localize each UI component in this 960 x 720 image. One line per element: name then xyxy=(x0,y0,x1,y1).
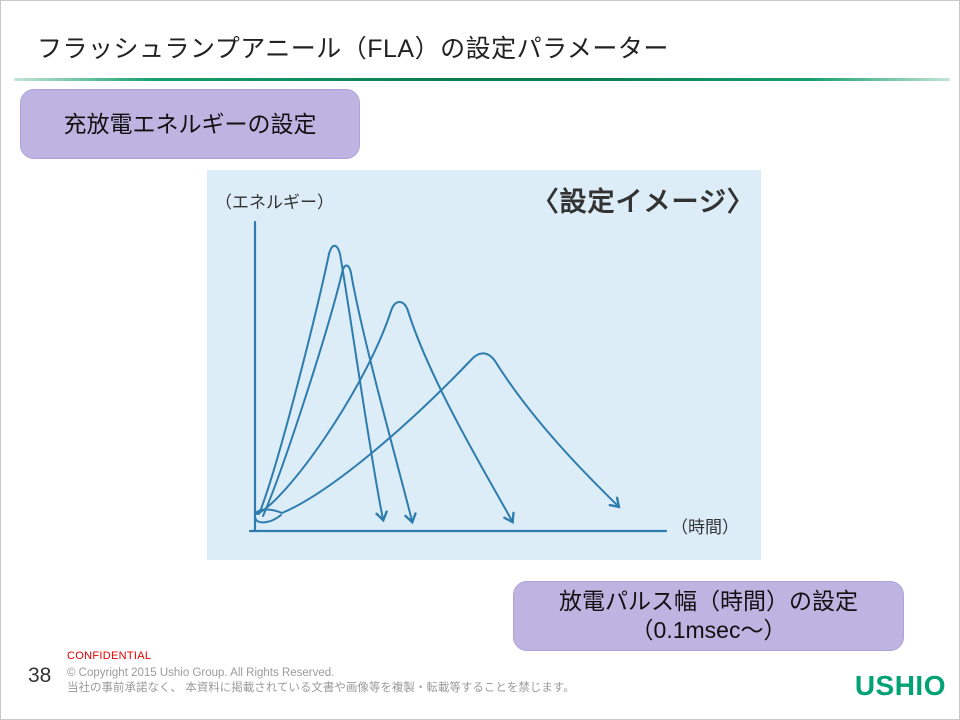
pulse-curve-long xyxy=(254,352,621,524)
callout-pulse-width-line1: 放電パルス幅（時間）の設定 xyxy=(559,588,858,614)
callout-charge-energy-label: 充放電エネルギーの設定 xyxy=(63,111,317,137)
callout-pulse-width-line2: （0.1msec～） xyxy=(630,617,787,643)
copyright-notice: © Copyright 2015 Ushio Group. All Rights… xyxy=(67,666,575,696)
callout-charge-energy: 充放電エネルギーの設定 xyxy=(20,89,360,159)
pulse-curve-shortest xyxy=(258,244,388,523)
ushio-logo: USHIO xyxy=(854,670,946,701)
page-title: フラッシュランプアニール（FLA）の設定パラメーター xyxy=(37,35,669,63)
title-underline-rule xyxy=(14,78,950,81)
y-axis-label: （エネルギー） xyxy=(215,193,334,212)
confidential-label: CONFIDENTIAL xyxy=(67,650,152,662)
copyright-line-1: © Copyright 2015 Ushio Group. All Rights… xyxy=(67,667,335,679)
pulse-curve-medium xyxy=(256,301,515,525)
pulse-curve-short xyxy=(262,264,417,525)
pulse-setting-chart: （エネルギー） 〈設定イメージ〉 （時間） xyxy=(207,170,761,560)
pulse-curves-svg xyxy=(248,220,668,533)
callout-pulse-width: 放電パルス幅（時間）の設定 （0.1msec～） xyxy=(513,581,904,651)
copyright-line-2: 当社の事前承諾なく、 本資料に掲載されている文書や画像等を複製・転載等することを… xyxy=(67,682,575,694)
x-axis-label: （時間） xyxy=(671,518,739,537)
chart-title: 〈設定イメージ〉 xyxy=(531,187,755,217)
chart-axes xyxy=(248,220,668,533)
page-number: 38 xyxy=(28,664,52,687)
